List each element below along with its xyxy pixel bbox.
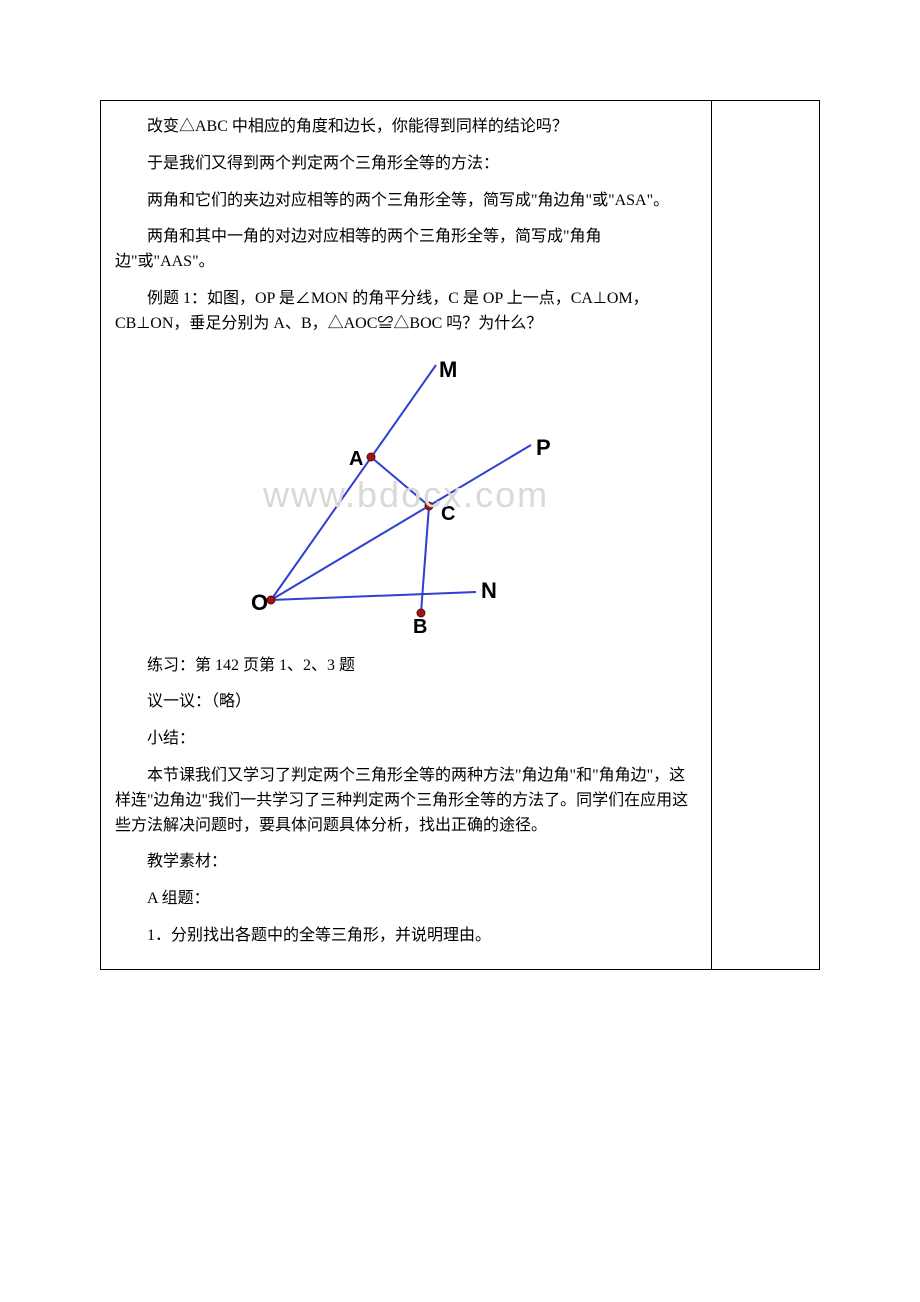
svg-text:B: B [413,616,427,635]
content-table: 改变△ABC 中相应的角度和边长，你能得到同样的结论吗？ 于是我们又得到两个判定… [100,100,820,970]
geometry-diagram: MPNOABC www.bdocx.com [115,343,697,648]
svg-text:O: O [251,590,268,615]
paragraph: 议一议：（略） [115,684,697,721]
svg-text:P: P [536,435,551,460]
diagram-svg: M P N O A B C [241,355,571,635]
paragraph: 教学素材： [115,844,697,881]
paragraph: 两角和其中一角的对边对应相等的两个三角形全等，简写成"角角边"或"AAS"。 [115,219,697,281]
paragraph: 两角和它们的夹边对应相等的两个三角形全等，简写成"角边角"或"ASA"。 [115,183,697,220]
svg-text:C: C [441,503,455,525]
svg-text:N: N [481,578,497,603]
paragraph: 1．分别找出各题中的全等三角形，并说明理由。 [115,918,697,955]
paragraph: 例题 1：如图，OP 是∠MON 的角平分线，C 是 OP 上一点，CA⊥OM，… [115,281,697,343]
paragraph: 于是我们又得到两个判定两个三角形全等的方法： [115,146,697,183]
paragraph: A 组题： [115,881,697,918]
side-empty-cell [712,101,820,970]
main-content-cell: 改变△ABC 中相应的角度和边长，你能得到同样的结论吗？ 于是我们又得到两个判定… [101,101,712,970]
svg-text:A: A [349,448,363,470]
paragraph: 改变△ABC 中相应的角度和边长，你能得到同样的结论吗？ [115,109,697,146]
document-page: 改变△ABC 中相应的角度和边长，你能得到同样的结论吗？ 于是我们又得到两个判定… [0,0,920,1302]
paragraph: 小结： [115,721,697,758]
paragraph: 本节课我们又学习了判定两个三角形全等的两种方法"角边角"和"角角边"，这样连"边… [115,758,697,844]
svg-text:M: M [439,357,457,382]
paragraph: 练习：第 142 页第 1、2、3 题 [115,648,697,685]
